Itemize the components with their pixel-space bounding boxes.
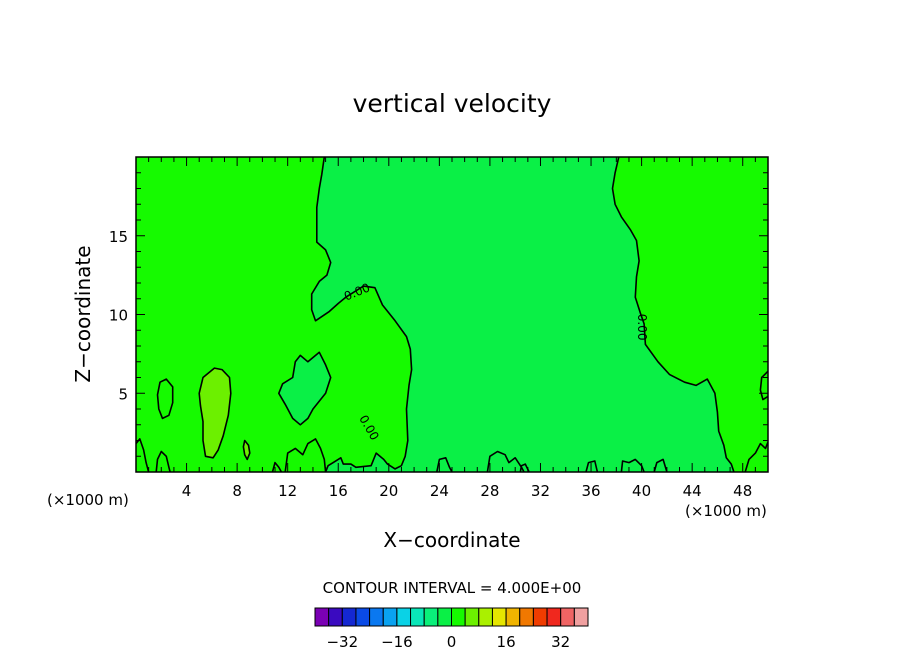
colorbar-swatch [546, 607, 562, 627]
x-tick-label: 20 [379, 482, 398, 500]
x-tick-label: 32 [531, 482, 550, 500]
colorbar-swatch [369, 607, 384, 627]
x-tick-label: 24 [430, 482, 449, 500]
x-tick-label: 16 [329, 482, 348, 500]
colorbar-swatch [314, 607, 330, 627]
contour-zero-bottom-a [271, 461, 283, 472]
contour-zero-left-blob [156, 378, 174, 420]
filled-regions [199, 157, 734, 472]
contour-zero-cell [277, 351, 332, 426]
contour-interval-label: CONTOUR INTERVAL = 4.000E+00 [323, 579, 582, 597]
contour-zero-bottom-b [284, 438, 327, 472]
colorbar: −32 −16 0 16 32 [314, 607, 589, 651]
contour-zero-right-bottom [744, 441, 768, 472]
region-negative-core [311, 157, 734, 472]
contour-zero-right-blob [759, 370, 768, 401]
x-unit-right: (×1000 m) [685, 502, 767, 520]
x-tick-label: 4 [182, 482, 192, 500]
colorbar-swatch [423, 607, 439, 627]
x-tick-label: 44 [683, 482, 702, 500]
y-axis-label: Z−coordinate [71, 245, 95, 382]
contour-lines [136, 157, 768, 472]
colorbar-tick-label: −32 [326, 633, 358, 651]
contour-zero-left-bottom-2 [155, 450, 171, 472]
contour-zero-mid-b [486, 450, 525, 472]
colorbar-tick-label: 16 [497, 633, 516, 651]
colorbar-swatch [491, 607, 507, 627]
contour-zero-main-left [310, 157, 413, 472]
contour-zero-mid-d [585, 460, 599, 472]
colorbar-swatch [396, 607, 412, 627]
colorbar-swatch [437, 607, 453, 627]
x-tick-label: 40 [632, 482, 651, 500]
y-tick-label: 10 [109, 307, 128, 325]
x-tick-label: 8 [232, 482, 242, 500]
contour-label-2: 0.00 [635, 314, 649, 341]
colorbar-swatch [573, 607, 589, 627]
x-tick-label: 12 [278, 482, 297, 500]
colorbar-swatch [560, 607, 575, 627]
colorbar-tick-label: −16 [381, 633, 413, 651]
y-tick-label: 15 [109, 228, 128, 246]
colorbar-swatch [382, 607, 398, 627]
colorbar-tick-label: 32 [551, 633, 570, 651]
chart-title: vertical velocity [353, 89, 552, 118]
contour-zero-mid-f [653, 458, 668, 472]
region-negative-cell-left [278, 352, 331, 425]
colorbar-swatch [478, 607, 493, 627]
x-tick-label: 36 [581, 482, 600, 500]
contour-zero-mid-a [436, 456, 453, 472]
colorbar-swatch [451, 607, 466, 627]
colorbar-swatch [519, 607, 534, 627]
colorbar-tick-label: 0 [447, 633, 457, 651]
colorbar-swatch [410, 607, 425, 627]
colorbar-swatch [505, 607, 521, 627]
colorbar-swatch [355, 607, 371, 627]
contour-weak-updraft-small [242, 439, 251, 461]
y-tick-label: 5 [118, 385, 128, 403]
x-unit-left: (×1000 m) [47, 491, 129, 509]
x-tick-label: 28 [480, 482, 499, 500]
x-tick-label: 48 [733, 482, 752, 500]
colorbar-swatch [464, 607, 480, 627]
contour-weak-updraft [198, 367, 232, 459]
colorbar-swatch [532, 607, 548, 627]
colorbar-swatch [341, 607, 357, 627]
colorbar-swatch [328, 607, 343, 627]
contour-zero-main-right [611, 157, 735, 472]
x-axis-label: X−coordinate [383, 528, 520, 552]
contour-zero-mid-c [519, 463, 530, 472]
